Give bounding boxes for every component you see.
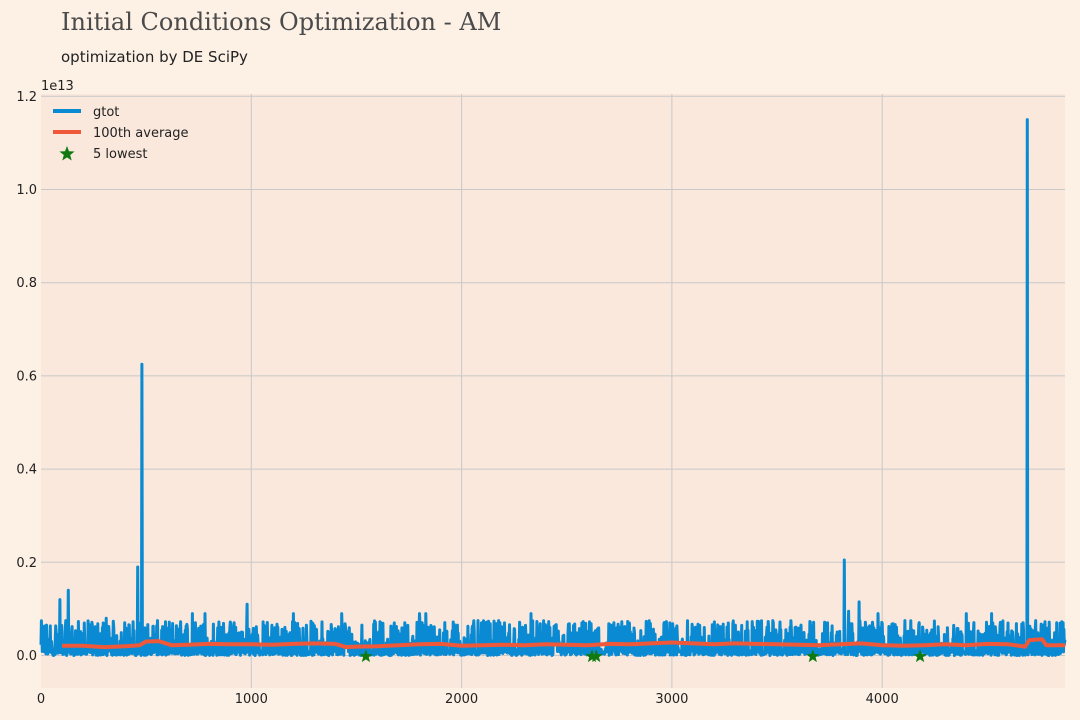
- y-tick-label: 0.4: [16, 463, 37, 478]
- lowest-point-marker: [806, 649, 820, 663]
- y-tick-label: 1.2: [16, 90, 37, 105]
- x-tick-label: 2000: [445, 692, 478, 707]
- legend-label: 5 lowest: [93, 147, 147, 162]
- y-tick-label: 0.2: [16, 556, 37, 571]
- y-tick-label: 0.0: [16, 649, 37, 664]
- chart-title: Initial Conditions Optimization - AM: [61, 8, 502, 36]
- series-layer: [39, 118, 1067, 663]
- y-axis-ticks: 0.0 0.2 0.4 0.6 0.8 1.0 1.2: [16, 90, 37, 664]
- legend-label: gtot: [93, 105, 119, 120]
- y-offset-label: 1e13: [41, 79, 74, 94]
- x-tick-label: 1000: [235, 692, 268, 707]
- x-tick-label: 0: [37, 692, 45, 707]
- lowest-point-marker: [589, 649, 603, 663]
- x-axis-ticks: 0 1000 2000 3000 4000: [37, 692, 899, 707]
- x-tick-label: 3000: [655, 692, 688, 707]
- legend-label: 100th average: [93, 126, 189, 141]
- x-tick-label: 4000: [866, 692, 899, 707]
- y-tick-label: 0.8: [16, 276, 37, 291]
- grid-lines: [41, 94, 1065, 688]
- legend-lowest-swatch: [59, 146, 75, 161]
- plot-area: [41, 94, 1065, 688]
- y-tick-label: 1.0: [16, 183, 37, 198]
- series-average-line: [62, 637, 1066, 650]
- lowest-point-marker: [359, 649, 373, 663]
- y-tick-label: 0.6: [16, 369, 37, 384]
- legend: gtot 100th average 5 lowest: [53, 105, 189, 162]
- lowest-point-marker: [913, 649, 927, 663]
- chart-subtitle: optimization by DE SciPy: [61, 48, 248, 66]
